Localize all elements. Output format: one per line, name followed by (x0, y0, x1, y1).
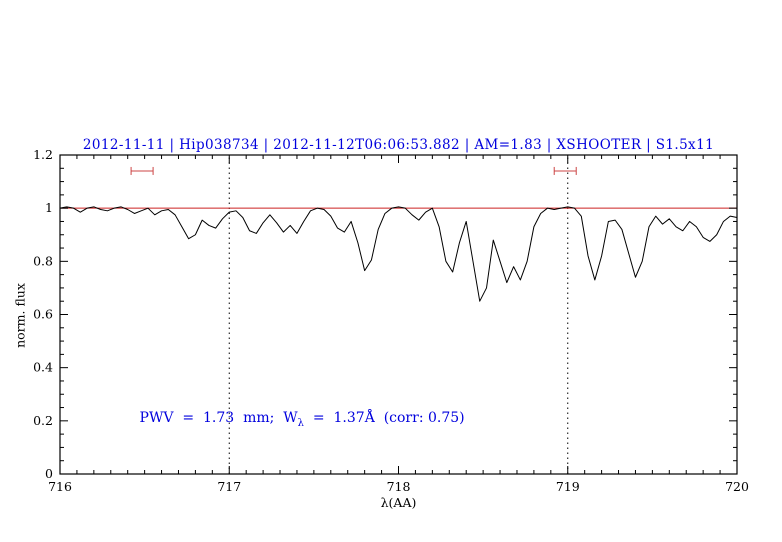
y-tick-label: 1.2 (33, 147, 53, 162)
x-tick-label: 717 (217, 479, 241, 494)
lambda-subscript: λ (297, 418, 304, 430)
x-tick-label: 716 (48, 479, 72, 494)
y-axis-label: norm. flux (12, 283, 28, 348)
y-tick-label: 0.6 (33, 307, 53, 322)
y-tick-label: 0.2 (33, 413, 53, 428)
y-tick-label: 1 (45, 200, 53, 215)
x-tick-label: 720 (725, 479, 749, 494)
x-axis-label: λ(AA) (380, 495, 417, 510)
pwv-annotation: PWV = 1.73 mm; Wλ = 1.37Å (corr: 0.75) (140, 410, 465, 429)
spectrum-line (59, 206, 738, 302)
x-tick-label: 719 (556, 479, 580, 494)
pwv-annotation-text: PWV = 1.73 mm; W (139, 410, 298, 427)
x-tick-label: 718 (387, 479, 411, 494)
y-tick-label: 0.8 (33, 253, 53, 268)
y-tick-label: 0.4 (33, 360, 53, 375)
plot-title: 2012-11-11 | Hip038734 | 2012-11-12T06:0… (82, 137, 715, 153)
ew-annotation-text: = 1.37Å (corr: 0.75) (303, 410, 465, 427)
y-tick-label: 0 (45, 466, 53, 481)
